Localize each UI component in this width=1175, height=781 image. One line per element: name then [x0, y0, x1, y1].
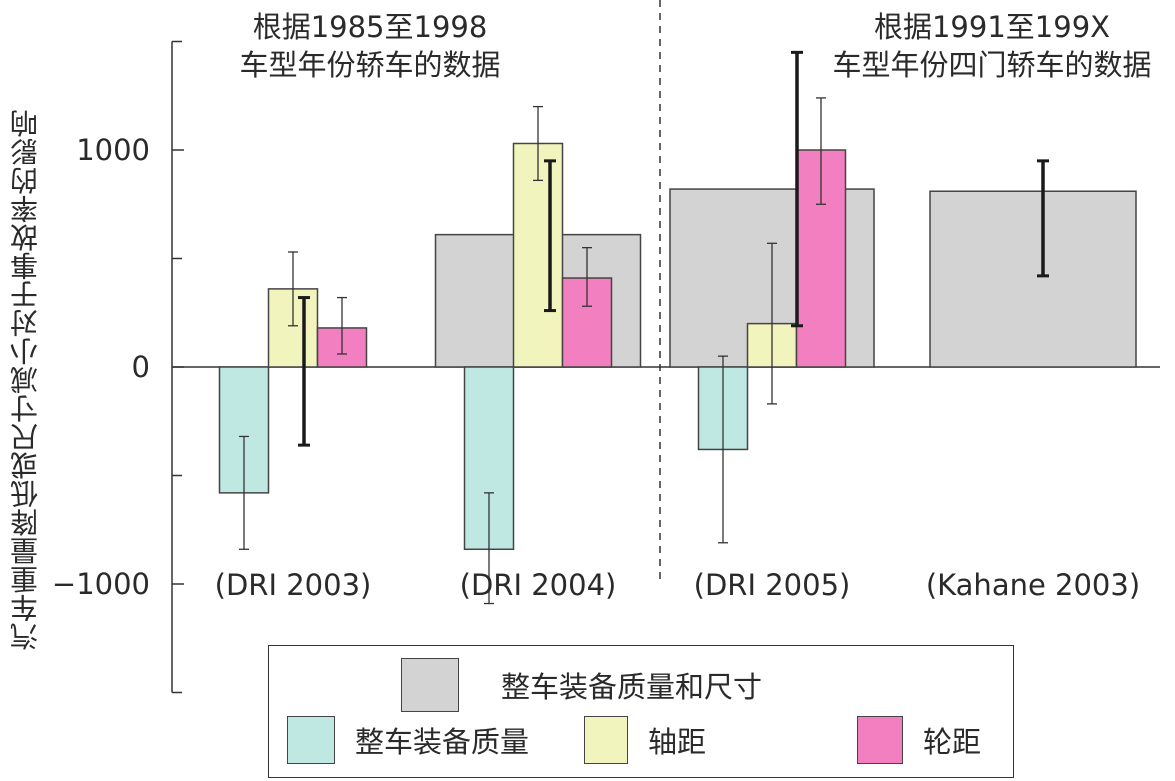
legend-label-combined: 整车装备质量和尺寸 — [501, 670, 763, 704]
legend-label-curb-weight: 整车装备质量 — [355, 725, 530, 759]
annotation-left-line-2: 车型年份轿车的数据 — [239, 48, 501, 82]
legend-swatch-track — [857, 716, 903, 764]
annotation-right-line-2: 车型年份四门轿车的数据 — [832, 48, 1152, 82]
legend-item-wheelbase: 轴距 — [584, 716, 706, 764]
legend-swatch-combined — [401, 658, 459, 712]
x-category-label: (DRI 2004) — [460, 568, 617, 602]
y-axis-label-box: 汽车重量降低或尺寸减小对于事故率的影响 — [0, 60, 52, 700]
x-category-label: (DRI 2003) — [215, 568, 372, 602]
legend-item-track: 轮距 — [857, 716, 981, 764]
x-category-label: (Kahane 2003) — [926, 568, 1140, 602]
annotation-left: 根据1985至1998 车型年份轿车的数据 — [200, 8, 540, 84]
legend-swatch-curb-weight — [287, 716, 335, 764]
annotation-right-line-1: 根据1991至199X — [873, 10, 1111, 44]
y-tick-label: 0 — [132, 350, 150, 384]
legend-swatch-wheelbase — [584, 716, 628, 764]
y-tick-label: −1000 — [52, 567, 150, 601]
x-category-label: (DRI 2005) — [694, 568, 851, 602]
bar-combined — [929, 190, 1137, 368]
legend-item-combined: 整车装备质量和尺寸 — [401, 658, 762, 712]
y-tick-label: 1000 — [76, 133, 150, 167]
legend-label-wheelbase: 轴距 — [648, 725, 707, 759]
legend-label-track: 轮距 — [923, 725, 982, 759]
annotation-left-line-1: 根据1985至1998 — [252, 10, 488, 44]
legend-item-curb-weight: 整车装备质量 — [287, 716, 529, 764]
y-axis-label: 汽车重量降低或尺寸减小对于事故率的影响 — [9, 109, 42, 651]
legend: 整车装备质量和尺寸 整车装备质量 轴距 轮距 — [268, 645, 1014, 778]
annotation-right: 根据1991至199X 车型年份四门轿车的数据 — [812, 8, 1172, 84]
